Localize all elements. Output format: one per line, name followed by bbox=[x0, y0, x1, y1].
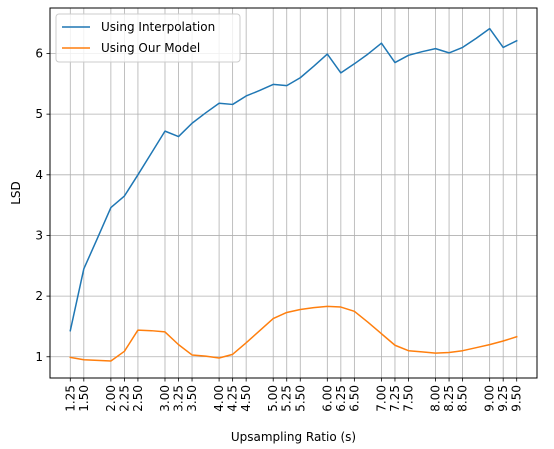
x-tick-label: 8.50 bbox=[456, 385, 470, 412]
x-tick-label: 8.00 bbox=[429, 385, 443, 412]
y-tick-label: 6 bbox=[35, 46, 43, 60]
x-tick-label: 4.50 bbox=[239, 385, 253, 412]
y-axis-label: LSD bbox=[9, 181, 23, 205]
x-tick-label: 3.00 bbox=[158, 385, 172, 412]
series-lines bbox=[69, 27, 518, 362]
y-axis-ticks: 1 2 3 4 5 6 bbox=[35, 46, 50, 364]
x-tick-label: 6.00 bbox=[320, 385, 334, 412]
x-tick-label: 2.25 bbox=[117, 385, 131, 412]
x-tick-label: 6.50 bbox=[347, 385, 361, 412]
x-tick-label: 6.25 bbox=[334, 385, 348, 412]
series-line-our-model bbox=[69, 305, 518, 362]
x-tick-label: 4.00 bbox=[212, 385, 226, 412]
x-tick-label: 5.00 bbox=[266, 385, 280, 412]
x-tick-label: 4.25 bbox=[226, 385, 240, 412]
x-tick-label: 1.25 bbox=[63, 385, 77, 412]
x-tick-label: 8.25 bbox=[442, 385, 456, 412]
x-tick-label: 2.00 bbox=[104, 385, 118, 412]
y-tick-label: 4 bbox=[35, 168, 43, 182]
y-tick-label: 3 bbox=[35, 228, 43, 242]
x-tick-label: 9.00 bbox=[483, 385, 497, 412]
x-tick-label: 7.25 bbox=[388, 385, 402, 412]
x-axis-label: Upsampling Ratio (s) bbox=[231, 430, 356, 444]
legend: Using Interpolation Using Our Model bbox=[55, 13, 241, 63]
y-tick-label: 1 bbox=[35, 350, 43, 364]
series-line-interpolation bbox=[69, 27, 518, 332]
x-tick-label: 9.50 bbox=[510, 385, 524, 412]
legend-box bbox=[55, 13, 241, 63]
y-tick-label: 5 bbox=[35, 107, 43, 121]
plot-area-frame bbox=[49, 7, 538, 379]
x-tick-label: 2.50 bbox=[131, 385, 145, 412]
x-axis-ticks: 1.25 1.50 2.00 2.25 2.50 3.00 3.25 3.50 4.00 4.25… bbox=[63, 378, 524, 412]
x-tick-label: 9.25 bbox=[496, 385, 510, 412]
x-tick-label: 7.50 bbox=[401, 385, 415, 412]
x-tick-label: 5.25 bbox=[280, 385, 294, 412]
y-tick-label: 2 bbox=[35, 289, 43, 303]
legend-label-interpolation: Using Interpolation bbox=[101, 20, 215, 34]
x-tick-label: 1.50 bbox=[77, 385, 91, 412]
x-tick-label: 5.50 bbox=[293, 385, 307, 412]
x-tick-label: 3.50 bbox=[185, 385, 199, 412]
legend-label-our-model: Using Our Model bbox=[101, 41, 200, 55]
x-tick-label: 7.00 bbox=[374, 385, 388, 412]
x-tick-label: 3.25 bbox=[172, 385, 186, 412]
grid bbox=[50, 8, 537, 378]
